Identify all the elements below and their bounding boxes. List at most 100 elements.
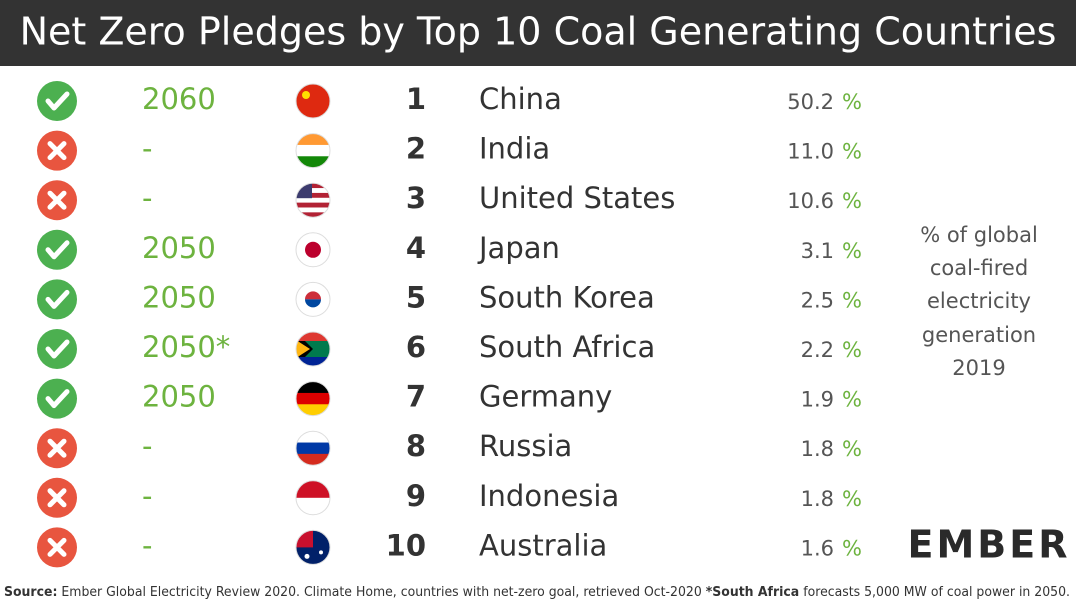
- flag: [295, 381, 331, 417]
- share: 50.2: [787, 90, 834, 114]
- country: Japan: [477, 231, 560, 265]
- share: 2.2: [801, 338, 834, 362]
- flag: [295, 83, 331, 119]
- icon-circle: [37, 378, 77, 419]
- flag-body: [296, 282, 330, 317]
- flag-stripe: [296, 480, 330, 499]
- country: India: [479, 132, 550, 166]
- flag-stripe: [296, 442, 330, 455]
- flag-stripe: [296, 197, 330, 204]
- rank: 6: [406, 330, 426, 364]
- country: Indonesia: [479, 479, 619, 513]
- check-mark: [45, 389, 70, 409]
- source: Source: Ember Global Electricity Review …: [4, 585, 1070, 600]
- share: 1.8: [801, 487, 834, 511]
- flag-outline: [295, 430, 331, 466]
- share: 3.1: [801, 239, 834, 263]
- rank: 10: [386, 528, 426, 562]
- country: China: [479, 82, 562, 116]
- percent-sign: %: [842, 189, 862, 213]
- flag-band: [296, 340, 310, 358]
- flag: [295, 480, 331, 516]
- pledge-year: -: [142, 479, 152, 513]
- country: South Africa: [479, 330, 655, 364]
- flag-body: [296, 530, 330, 565]
- flag-stripe: [296, 133, 330, 146]
- check-icon: [37, 229, 77, 270]
- cross-mark: [47, 537, 67, 557]
- title: Net Zero Pledges by Top 10 Coal Generati…: [20, 10, 1057, 54]
- cross-mark: [47, 141, 67, 161]
- percent-sign: %: [842, 140, 862, 164]
- flag-band: [296, 332, 330, 341]
- flag-stripe: [296, 84, 330, 118]
- flag: [295, 331, 331, 367]
- pledge-year: -: [142, 132, 152, 166]
- side-note: electricity: [927, 289, 1031, 313]
- flag-stripe: [296, 497, 330, 515]
- flag-stripe: [296, 144, 330, 157]
- percent-sign: %: [842, 536, 862, 560]
- cross-icon: [37, 130, 77, 171]
- flag-stripe: [296, 156, 330, 168]
- flag-taegeuk: [305, 299, 321, 308]
- flag-taegeuk: [305, 291, 321, 300]
- cross-icon: [37, 477, 77, 518]
- rank: 5: [406, 280, 426, 314]
- pledge-year: 2050*: [142, 330, 230, 364]
- rank: 2: [406, 132, 426, 166]
- percent-sign: %: [842, 338, 862, 362]
- percent-sign: %: [842, 90, 862, 114]
- flag: [295, 182, 331, 218]
- flag-stripe: [296, 404, 330, 416]
- share: 1.9: [801, 388, 834, 412]
- flag-body: [296, 232, 330, 267]
- flag-stripe: [296, 392, 330, 405]
- check-mark: [45, 91, 70, 111]
- flag-stripe: [296, 202, 330, 208]
- icon-circle: [37, 329, 77, 369]
- flag-stripe: [296, 192, 330, 199]
- percent-sign: %: [842, 288, 862, 312]
- cross-mark: [47, 190, 67, 210]
- flag-outline: [295, 480, 331, 516]
- percent-sign: %: [842, 487, 862, 511]
- share: 1.6: [801, 536, 834, 560]
- percent-sign: %: [842, 388, 862, 412]
- flag-body: [296, 133, 330, 168]
- pledge-year: 2050: [142, 380, 216, 414]
- share: 10.6: [787, 189, 834, 213]
- country: South Korea: [479, 280, 655, 314]
- title-bar: [0, 0, 1076, 66]
- side-note: coal-fired: [930, 256, 1028, 280]
- flag-stripe: [296, 212, 330, 218]
- rank: 1: [406, 82, 426, 116]
- check-icon: [37, 279, 77, 320]
- percent-sign: %: [842, 239, 862, 263]
- flag-body: [296, 381, 330, 416]
- flag-stripe: [296, 183, 330, 189]
- flag-stripe: [296, 381, 330, 394]
- cross-mark: [47, 438, 67, 458]
- check-icon: [37, 81, 77, 121]
- rank: 7: [406, 380, 426, 414]
- flag-outline: [295, 83, 331, 119]
- pledge-year: -: [142, 429, 152, 463]
- rank: 8: [406, 429, 426, 463]
- rank: 3: [406, 181, 426, 215]
- icon-circle: [37, 279, 77, 320]
- flag-body: [296, 332, 330, 366]
- rank: 9: [406, 479, 426, 513]
- flag-outline: [295, 381, 331, 417]
- cross-icon: [37, 180, 77, 221]
- flag: [295, 529, 331, 565]
- share: 2.5: [801, 288, 834, 312]
- flag-outline: [295, 133, 331, 169]
- check-icon: [37, 378, 77, 419]
- country: Australia: [479, 528, 607, 562]
- flag-body: [296, 183, 330, 218]
- side-note: 2019: [952, 356, 1005, 380]
- pledge-year: -: [142, 181, 152, 215]
- pledge-year: 2050: [142, 280, 216, 314]
- pledge-year: 2050: [142, 231, 216, 265]
